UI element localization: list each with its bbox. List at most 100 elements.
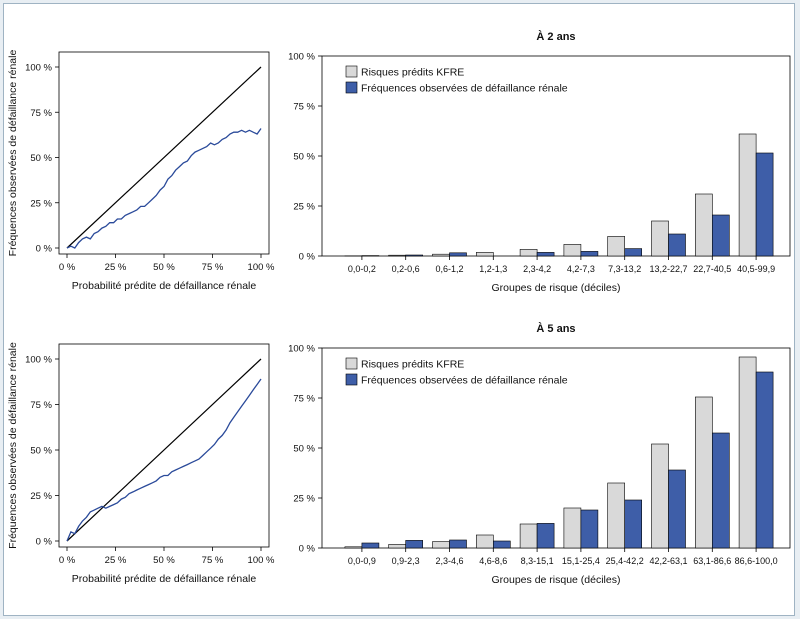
x-axis-label: Probabilité prédite de défaillance rénal… [72, 573, 257, 585]
category-label: 7,3-13,2 [608, 264, 641, 274]
calibration-5ans-panel: 0 % 25 % 50 % 75 % 100 % 0 % 25 % 50 % 75 % 100 %… [7, 342, 275, 585]
y-axis-label: Fréquences observées de défaillance réna… [7, 342, 19, 549]
y-tick-label: 50 % [293, 152, 315, 163]
bar-predicted [475, 534, 494, 549]
x-tick-label: 25 % [105, 555, 127, 566]
y-tick-label: 25 % [293, 202, 315, 213]
diagonal-line [66, 358, 262, 542]
bar-predicted [432, 541, 450, 549]
bar-predicted [432, 253, 450, 257]
category-label: 25,4-42,2 [606, 556, 644, 566]
x-tick-label: 75 % [202, 262, 224, 273]
y-tick-label: 100 % [25, 355, 52, 366]
bar-predicted [651, 220, 669, 257]
y-tick-label: 50 % [30, 153, 52, 164]
category-label: 22,7-40,5 [693, 264, 731, 274]
bar-observed [624, 499, 643, 549]
bar-predicted [344, 546, 363, 549]
calibration-curve [66, 378, 262, 542]
y-tick-label: 100 % [288, 344, 315, 355]
category-label: 0,6-1,2 [435, 264, 463, 274]
calibration-2ans-panel: 0 % 25 % 50 % 75 % 100 % 0 % 25 % 50 % 75 % 100 %… [7, 50, 275, 292]
legend-label: Risques prédits KFRE [361, 67, 464, 79]
category-label: 42,2-63,1 [649, 556, 687, 566]
figure-frame: 0 % 25 % 50 % 75 % 100 % 0 % 25 % 50 % 75 % 100 %… [3, 3, 795, 616]
y-tick-label: 0 % [299, 252, 316, 263]
bar-observed [668, 469, 686, 549]
bar-observed [711, 214, 730, 257]
category-label: 2,3-4,2 [523, 264, 551, 274]
category-label: 0,2-0,6 [392, 264, 420, 274]
bar-predicted [738, 133, 757, 257]
category-label: 2,3-4,6 [435, 556, 463, 566]
bar-observed [580, 251, 599, 257]
y-tick-label: 100 % [288, 52, 315, 63]
x-tick-label: 25 % [105, 262, 127, 273]
deciles-2ans-panel: À 2 ans 0 % 25 % 50 % 75 % 100 % 0,0-0,2 0,2-0,… [288, 30, 791, 294]
bar-predicted [388, 254, 407, 257]
y-tick-label: 0 % [36, 244, 53, 255]
y-tick-label: 75 % [293, 102, 315, 113]
bar-predicted [738, 356, 757, 549]
category-label: 4,2-7,3 [567, 264, 595, 274]
bar-observed [580, 509, 599, 549]
bar-predicted [694, 396, 713, 549]
bar-predicted [694, 193, 713, 257]
plot-frame [58, 51, 270, 255]
legend-swatch [345, 81, 358, 94]
legend-label: Fréquences observées de défaillance réna… [361, 83, 568, 95]
legend-label: Risques prédits KFRE [361, 359, 464, 371]
y-tick-label: 0 % [299, 544, 316, 555]
bar-observed [492, 540, 511, 549]
bar-predicted [607, 236, 626, 257]
legend-swatch [345, 357, 358, 370]
bar-predicted [475, 252, 494, 257]
calibration-curve [66, 128, 262, 249]
bar-observed [405, 540, 424, 549]
y-tick-label: 75 % [30, 108, 52, 119]
category-label: 63,1-86,6 [693, 556, 731, 566]
bar-predicted [388, 544, 407, 549]
y-tick-label: 100 % [25, 63, 52, 74]
bar-predicted [607, 482, 626, 549]
category-label: 13,2-22,7 [649, 264, 687, 274]
y-tick-label: 0 % [36, 537, 53, 548]
chart-title: À 2 ans [536, 30, 575, 43]
legend-label: Fréquences observées de défaillance réna… [361, 375, 568, 387]
category-label: 8,3-15,1 [521, 556, 554, 566]
legend-swatch [345, 373, 358, 386]
y-tick-label: 50 % [293, 444, 315, 455]
category-label: 15,1-25,4 [562, 556, 600, 566]
x-tick-label: 75 % [202, 555, 224, 566]
x-tick-label: 100 % [248, 262, 275, 273]
figure: 0 % 25 % 50 % 75 % 100 % 0 % 25 % 50 % 75 % 100 %… [7, 30, 791, 586]
bar-observed [624, 248, 643, 257]
category-label: 0,0-0,9 [348, 556, 376, 566]
x-axis-label: Groupes de risque (déciles) [492, 282, 621, 294]
bar-observed [536, 523, 555, 549]
y-tick-label: 75 % [30, 400, 52, 411]
category-label: 0,0-0,2 [348, 264, 376, 274]
bar-predicted [563, 507, 582, 549]
bar-observed [755, 152, 774, 257]
bar-observed [405, 254, 424, 257]
x-tick-label: 0 % [59, 262, 76, 273]
x-axis-label: Groupes de risque (déciles) [492, 574, 621, 586]
category-label: 4,6-8,6 [479, 556, 507, 566]
bar-predicted [651, 443, 669, 549]
plot-frame [58, 343, 270, 548]
x-tick-label: 50 % [153, 262, 175, 273]
x-tick-label: 100 % [248, 555, 275, 566]
category-label: 40,5-99,9 [737, 264, 775, 274]
chart-title: À 5 ans [536, 322, 575, 335]
bar-predicted [519, 523, 538, 549]
bar-observed [755, 371, 774, 549]
category-label: 0,9-2,3 [392, 556, 420, 566]
category-label: 86,6-100,0 [735, 556, 778, 566]
y-axis-label: Fréquences observées de défaillance réna… [7, 50, 19, 257]
y-tick-label: 25 % [293, 494, 315, 505]
bar-predicted [519, 249, 538, 257]
deciles-5ans-panel: À 5 ans 0 % 25 % 50 % 75 % 100 % 0,0-0,9 0,9-2,… [288, 322, 791, 586]
y-tick-label: 50 % [30, 446, 52, 457]
y-tick-label: 25 % [30, 491, 52, 502]
